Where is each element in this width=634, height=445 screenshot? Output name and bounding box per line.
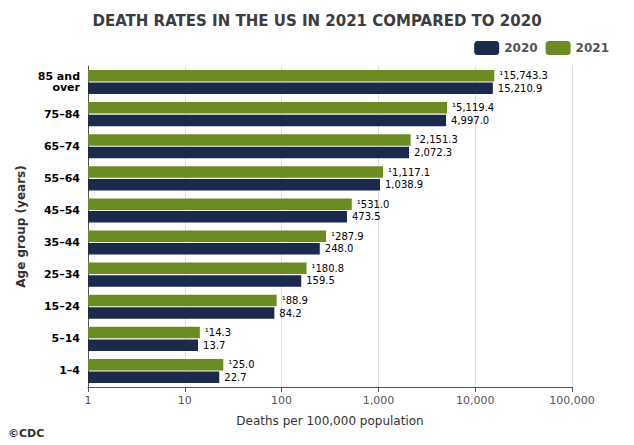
svg-text:DEATH RATES IN THE US IN 2021: DEATH RATES IN THE US IN 2021 COMPARED T…	[92, 12, 541, 30]
svg-text:473.5: 473.5	[352, 211, 381, 222]
svg-text:¹14.3: ¹14.3	[205, 327, 231, 338]
svg-text:¹2,151.3: ¹2,151.3	[416, 134, 458, 145]
svg-text:2020: 2020	[504, 41, 537, 55]
svg-text:¹1,117.1: ¹1,117.1	[388, 167, 430, 178]
svg-text:1,000: 1,000	[363, 394, 395, 407]
svg-text:2,072.3: 2,072.3	[414, 147, 452, 158]
svg-text:65–74: 65–74	[44, 140, 80, 153]
svg-text:159.5: 159.5	[306, 275, 335, 286]
svg-text:15–24: 15–24	[44, 300, 80, 313]
svg-text:10,000: 10,000	[456, 394, 495, 407]
svg-text:¹531.0: ¹531.0	[357, 199, 390, 210]
svg-text:¹25.0: ¹25.0	[228, 359, 254, 370]
svg-text:2021: 2021	[576, 41, 609, 55]
svg-text:Age group (years): Age group (years)	[14, 165, 28, 287]
svg-text:248.0: 248.0	[325, 243, 354, 254]
svg-text:45–54: 45–54	[44, 204, 80, 217]
svg-text:84.2: 84.2	[279, 308, 301, 319]
svg-text:1–4: 1–4	[59, 364, 80, 377]
svg-text:¹180.8: ¹180.8	[311, 263, 344, 274]
svg-text:35–44: 35–44	[44, 236, 80, 249]
svg-text:¹15,743.3: ¹15,743.3	[499, 70, 548, 81]
svg-text:55–64: 55–64	[44, 172, 80, 185]
svg-text:¹88.9: ¹88.9	[282, 295, 308, 306]
svg-text:1: 1	[85, 394, 92, 407]
svg-text:1,038.9: 1,038.9	[385, 179, 423, 190]
svg-text:10: 10	[178, 394, 192, 407]
svg-text:Deaths per 100,000 population: Deaths per 100,000 population	[236, 414, 423, 428]
svg-text:©CDC: ©CDC	[8, 427, 44, 440]
svg-text:13.7: 13.7	[203, 340, 225, 351]
svg-text:¹5,119.4: ¹5,119.4	[452, 102, 494, 113]
svg-text:85 and: 85 and	[37, 70, 80, 84]
svg-text:15,210.9: 15,210.9	[498, 83, 543, 94]
svg-text:22.7: 22.7	[224, 372, 246, 383]
svg-text:100,000: 100,000	[549, 394, 595, 407]
svg-text:25–34: 25–34	[44, 268, 80, 281]
svg-text:75–84: 75–84	[44, 108, 80, 121]
svg-text:4,997.0: 4,997.0	[451, 115, 489, 126]
svg-text:5–14: 5–14	[52, 332, 81, 345]
svg-text:over: over	[52, 81, 80, 94]
svg-text:¹287.9: ¹287.9	[331, 231, 364, 242]
svg-text:100: 100	[271, 394, 292, 407]
